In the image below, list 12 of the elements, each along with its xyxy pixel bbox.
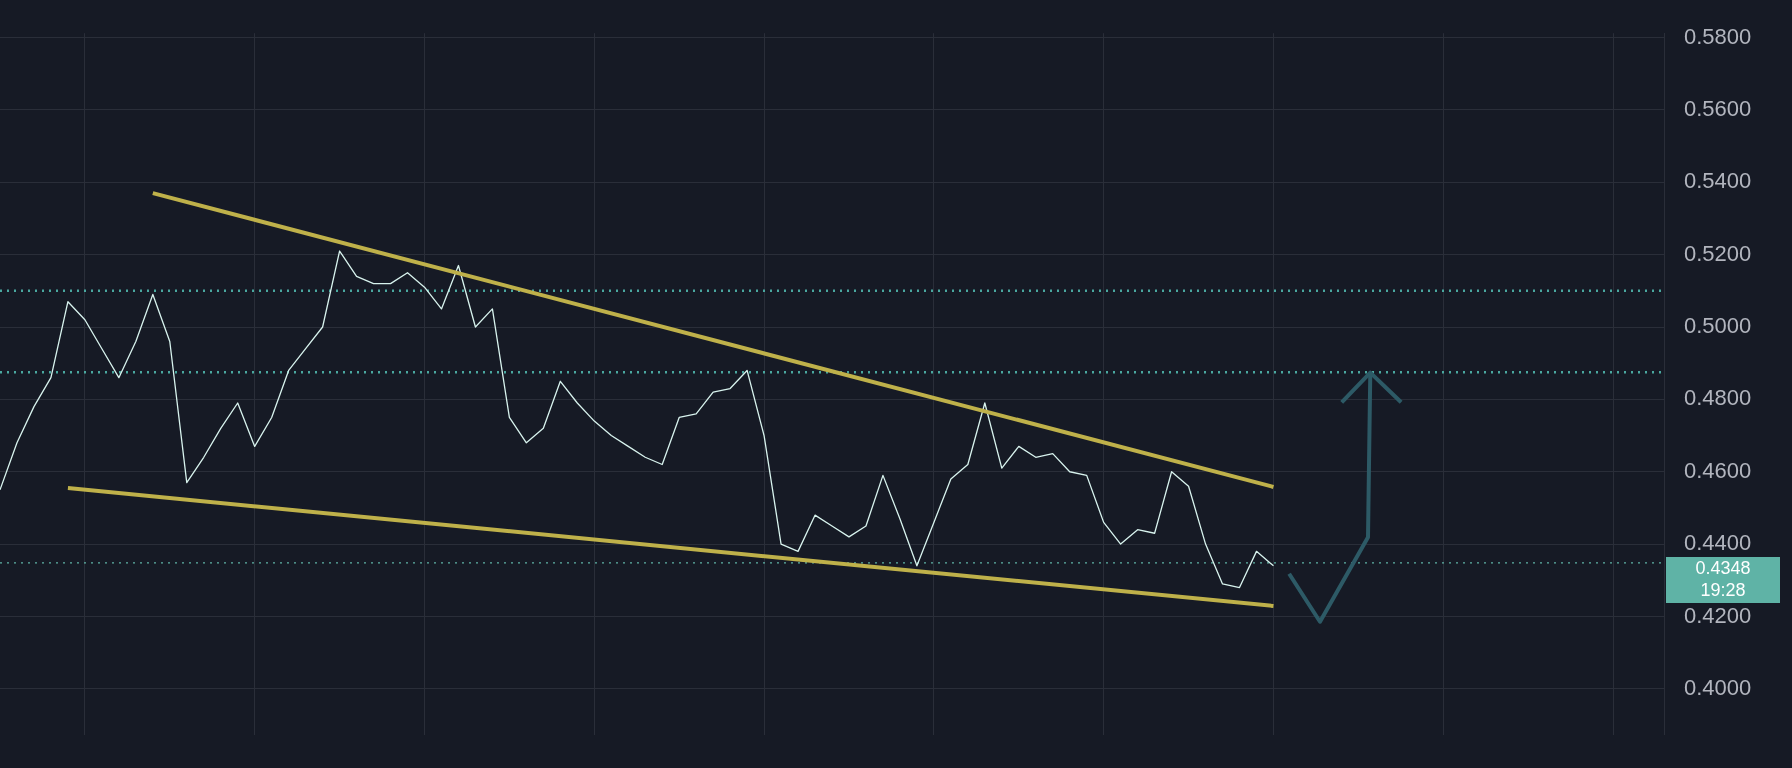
y-tick-label: 0.4400 xyxy=(1684,530,1752,556)
y-tick-label: 0.5600 xyxy=(1684,95,1752,121)
y-tick-label: 0.4800 xyxy=(1684,385,1752,411)
ref-line-label: 0.4348 xyxy=(1695,557,1751,578)
text: 19:28 xyxy=(1700,579,1746,600)
y-tick-label: 0.5800 xyxy=(1684,23,1752,49)
y-tick-label: 0.5000 xyxy=(1684,313,1752,339)
y-tick-label: 0.4200 xyxy=(1684,602,1752,628)
y-tick-label: 0.5400 xyxy=(1684,168,1752,194)
y-tick-label: 0.5200 xyxy=(1684,240,1752,266)
y-tick-label: 0.4600 xyxy=(1684,457,1752,483)
y-tick-label: 0.4000 xyxy=(1684,674,1752,700)
